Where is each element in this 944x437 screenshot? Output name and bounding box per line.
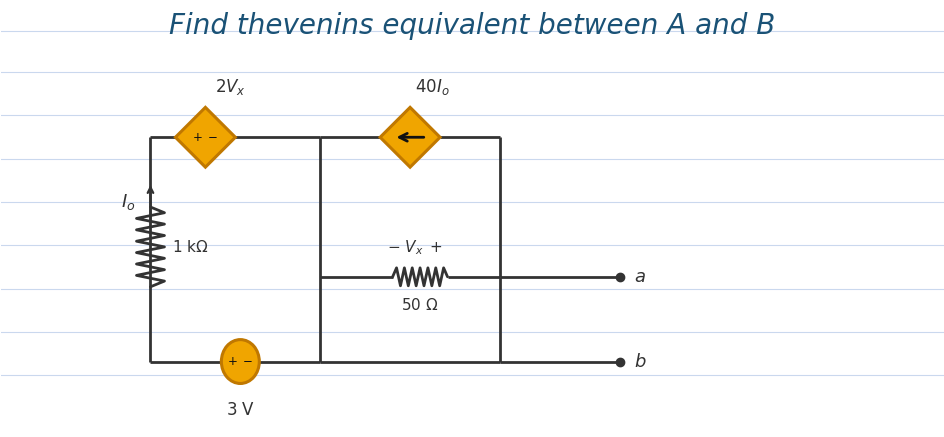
Text: $+\ -$: $+\ -$ (192, 131, 218, 144)
Text: $1\ \mathrm{k\Omega}$: $1\ \mathrm{k\Omega}$ (172, 239, 209, 255)
Polygon shape (176, 108, 235, 167)
Text: $3\ \mathrm{V}$: $3\ \mathrm{V}$ (226, 402, 255, 420)
Polygon shape (379, 108, 440, 167)
Text: $+\ -$: $+\ -$ (227, 355, 253, 368)
Text: $40I_o$: $40I_o$ (414, 77, 449, 97)
Text: Find thevenins equivalent between A and B: Find thevenins equivalent between A and … (169, 12, 774, 40)
Text: $I_o$: $I_o$ (121, 192, 135, 212)
Text: $2V_x$: $2V_x$ (215, 77, 246, 97)
Text: $a$: $a$ (633, 268, 645, 286)
Ellipse shape (221, 340, 259, 384)
Text: $50\ \Omega$: $50\ \Omega$ (401, 297, 438, 313)
Text: $b$: $b$ (633, 353, 646, 371)
Text: $-\ V_x\ +$: $-\ V_x\ +$ (387, 238, 443, 257)
